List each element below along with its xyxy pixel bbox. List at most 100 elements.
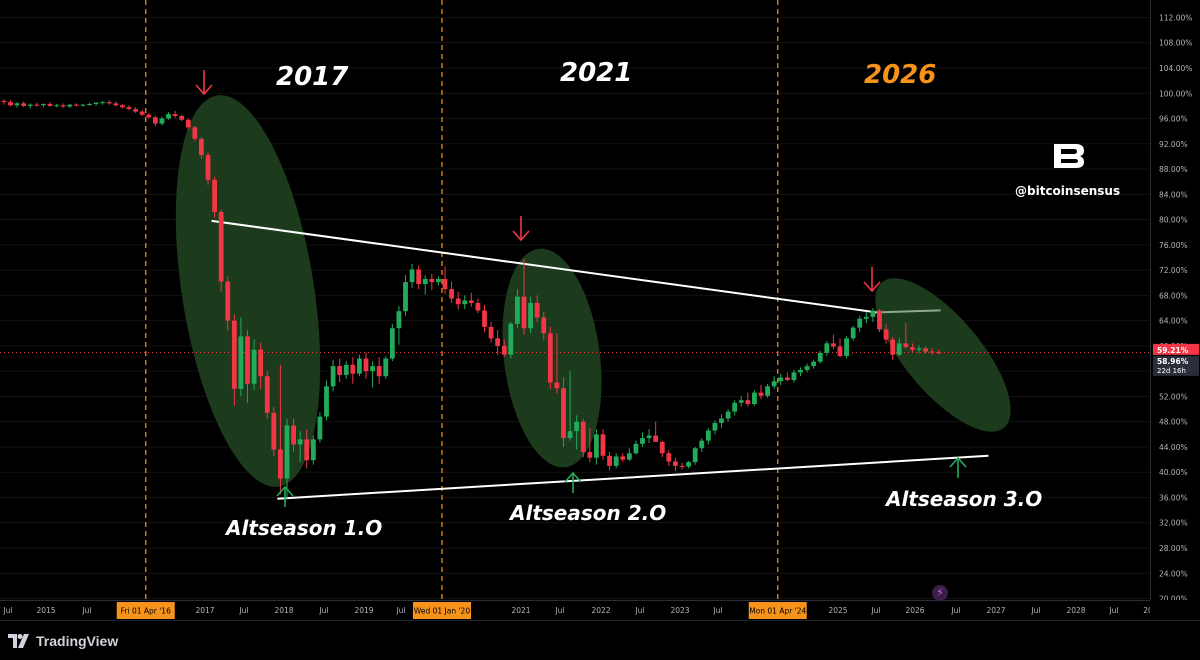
time-tick-label: 2021 xyxy=(511,606,530,615)
candle-body xyxy=(923,348,928,352)
candle-body xyxy=(199,138,204,156)
candle-body xyxy=(343,364,349,375)
candle-body xyxy=(357,358,362,374)
candle-body xyxy=(594,434,599,458)
price-tick-label: 76.00% xyxy=(1159,241,1188,250)
candle-body xyxy=(482,310,487,327)
candle-body xyxy=(738,400,744,403)
lightning-icon[interactable]: ⚡ xyxy=(932,585,948,601)
chart-plot xyxy=(0,0,1150,600)
price-tick-label: 88.00% xyxy=(1159,165,1188,174)
price-tick-label: 24.00% xyxy=(1159,569,1188,578)
candle-body xyxy=(100,102,106,104)
candle-body xyxy=(449,289,454,299)
time-tick-label: Jul xyxy=(712,606,722,615)
candle-body xyxy=(363,358,369,372)
time-tick-label: Jul xyxy=(554,606,564,615)
candle-body xyxy=(607,455,612,466)
time-axis[interactable]: Jul 2015 Jul 2017 Jul 2018 Jul 2019 Jul 2021 Jul 20… xyxy=(0,600,1153,621)
candle-body xyxy=(422,278,428,284)
candle-body xyxy=(416,269,422,284)
time-tick-label: Jul xyxy=(2,606,12,615)
candle-body xyxy=(324,386,329,417)
candle-body xyxy=(673,461,678,466)
tradingview-logo[interactable]: TradingView xyxy=(8,633,118,649)
candle-body xyxy=(192,127,198,139)
candle-body xyxy=(251,349,257,384)
tradingview-icon xyxy=(8,633,29,648)
candle-body xyxy=(692,448,698,463)
candle-body xyxy=(633,443,639,454)
candle-body xyxy=(488,326,494,339)
price-axis-scale: 112.00% 108.00% 104.00% 100.00% 96.00% 92.00%… xyxy=(1153,13,1199,604)
candle-body xyxy=(791,372,797,380)
candle-body xyxy=(159,118,165,124)
candle-body xyxy=(429,278,435,283)
candle-body xyxy=(811,361,817,367)
price-badge-current xyxy=(1153,343,1199,355)
altseason-3-label: Altseason 3.O xyxy=(886,487,1043,511)
time-marker-label: Fri 01 Apr '16 xyxy=(121,607,171,616)
price-axis[interactable]: 112.00% 108.00% 104.00% 100.00% 96.00% 92.00%… xyxy=(1150,0,1200,604)
candle-body xyxy=(205,155,211,180)
time-tick-label: 2023 xyxy=(670,606,689,615)
candle-body xyxy=(771,381,777,387)
candle-body xyxy=(765,386,770,396)
altseason-2-label: Altseason 2.O xyxy=(510,501,667,525)
candle-body xyxy=(699,440,705,449)
candle-body xyxy=(462,300,468,305)
candle-body xyxy=(41,104,46,106)
candle-body xyxy=(574,421,580,432)
tradingview-wordmark: TradingView xyxy=(36,632,119,649)
price-tick-label: 72.00% xyxy=(1159,266,1188,275)
altseason-zone-ellipse xyxy=(875,278,1011,432)
cycle-year-2026: 2026 xyxy=(864,60,937,90)
candle-body xyxy=(370,366,375,372)
candle-body xyxy=(916,348,922,350)
candle-body xyxy=(863,316,869,319)
time-tick-label: Jul xyxy=(81,606,91,615)
time-tick-label: 2025 xyxy=(828,606,847,615)
candle-body xyxy=(837,346,843,356)
red-arrow-down-icon xyxy=(512,216,530,242)
time-tick-label: Jul xyxy=(318,606,328,615)
candle-body xyxy=(179,116,185,120)
price-tick-label: 108.00% xyxy=(1159,39,1192,48)
candle-body xyxy=(106,102,112,104)
green-arrow-up-icon xyxy=(949,456,967,478)
candle-body xyxy=(831,343,836,347)
time-tick-label: Jul xyxy=(950,606,960,615)
candle-body xyxy=(929,351,935,353)
candle-body xyxy=(824,343,830,353)
candle-body xyxy=(554,382,560,389)
candle-body xyxy=(297,439,303,445)
candle-body xyxy=(133,109,138,112)
candle-body xyxy=(231,320,237,389)
candle-body xyxy=(580,421,586,452)
price-tick-label: 96.00% xyxy=(1159,115,1188,124)
candle-body xyxy=(139,111,145,115)
candle-body xyxy=(817,352,823,362)
candle-body xyxy=(626,453,632,460)
red-arrow-down-icon xyxy=(195,70,213,96)
price-tick-label: 28.00% xyxy=(1159,544,1188,553)
candle-body xyxy=(403,282,408,312)
candle-body xyxy=(745,400,751,404)
candle-body xyxy=(185,119,191,128)
candle-body xyxy=(80,104,86,106)
candle-body xyxy=(47,104,53,106)
price-badge-countdown: 22d 16h xyxy=(1157,367,1186,375)
candle-body xyxy=(850,327,856,339)
candle-body xyxy=(877,310,882,330)
candle-body xyxy=(857,318,863,328)
price-badge-second-label: 58.96% xyxy=(1157,357,1189,366)
price-badge-second xyxy=(1153,355,1199,376)
candle-body xyxy=(534,302,540,318)
candle-body xyxy=(659,441,665,454)
price-badge-current-label: 59.21% xyxy=(1157,346,1189,355)
candle-body xyxy=(442,278,448,290)
candle-body xyxy=(890,339,896,355)
candle-body xyxy=(547,333,553,383)
green-arrow-up-icon xyxy=(276,485,294,507)
candle-body xyxy=(258,349,264,377)
